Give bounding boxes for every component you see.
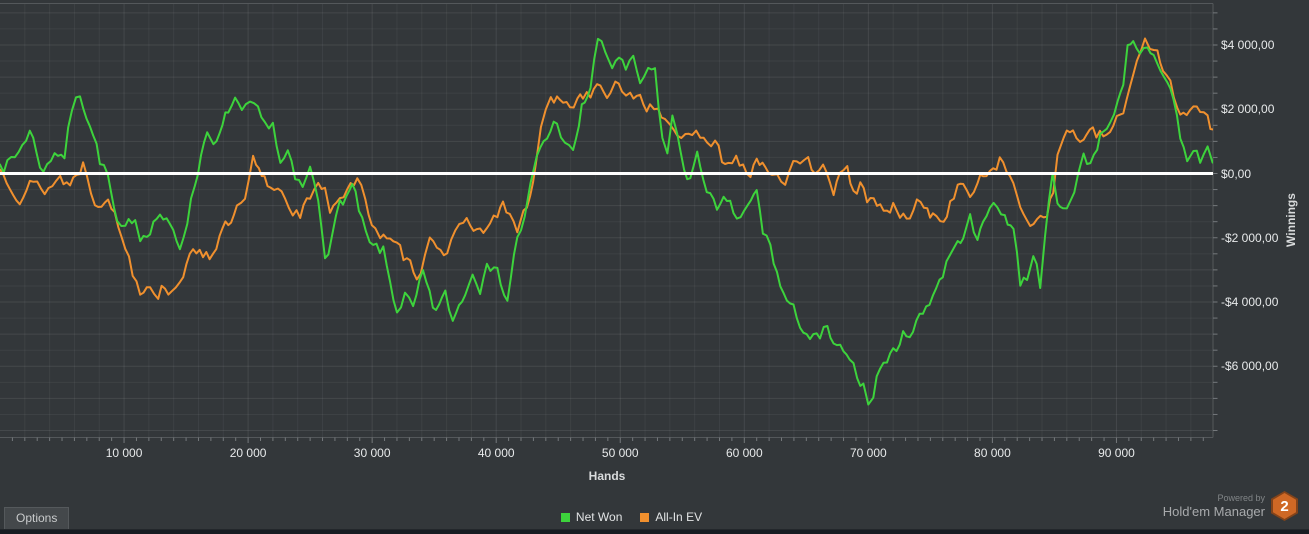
- x-tick-label: 60 000: [725, 446, 763, 460]
- legend-item-net-won: Net Won: [560, 510, 623, 524]
- x-tick-label: 90 000: [1098, 446, 1135, 460]
- brand-label: Hold'em Manager: [1162, 504, 1265, 519]
- y-axis-title: Winnings: [1284, 193, 1298, 247]
- y-tick-label: $4 000,00: [1221, 37, 1275, 52]
- x-tick-label: 20 000: [229, 446, 267, 460]
- x-tick-label: 50 000: [601, 446, 639, 460]
- holdem-manager-branding: Powered by Hold'em Manager 2: [1163, 491, 1298, 521]
- powered-by-label: Powered by: [1217, 493, 1265, 503]
- x-tick-label: 40 000: [477, 446, 515, 460]
- x-axis-title: Hands: [588, 469, 626, 483]
- x-tick-label: 70 000: [849, 446, 887, 460]
- legend-label-net-won: Net Won: [575, 510, 623, 524]
- x-tick-label: 10 000: [105, 446, 143, 460]
- y-tick-label: -$6 000,00: [1221, 359, 1279, 374]
- x-tick-label: 80 000: [974, 446, 1011, 460]
- chart-legend: Net Won All-In EV: [0, 510, 1263, 524]
- legend-label-all-in-ev: All-In EV: [655, 510, 703, 524]
- branding-text: Powered by Hold'em Manager: [1163, 493, 1265, 519]
- y-tick-label: $2 000,00: [1221, 102, 1275, 117]
- options-button[interactable]: Options: [4, 507, 70, 530]
- all-in-ev-swatch-icon: [640, 512, 650, 522]
- x-tick-label: 30 000: [353, 446, 391, 460]
- y-tick-label: -$4 000,00: [1221, 295, 1279, 309]
- hm2-logo-icon: 2: [1271, 491, 1298, 521]
- hm2-logo-number: 2: [1273, 493, 1296, 519]
- net-won-swatch-icon: [560, 512, 570, 522]
- bottom-edge-divider: [0, 529, 1309, 534]
- legend-item-all-in-ev: All-In EV: [640, 510, 702, 524]
- y-tick-label: $0,00: [1221, 166, 1252, 181]
- y-tick-label: -$2 000,00: [1221, 230, 1279, 245]
